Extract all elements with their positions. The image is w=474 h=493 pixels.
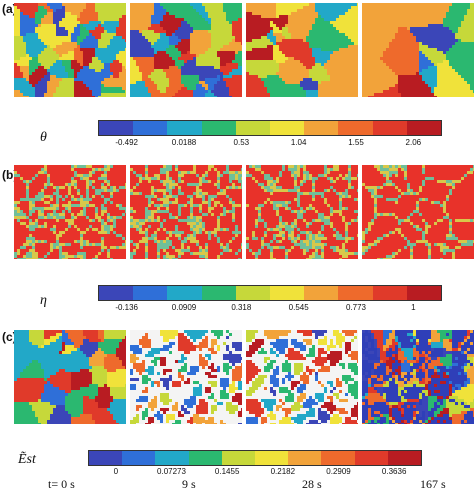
colorbar-tick-label: -0.492: [115, 138, 138, 147]
colorbar-swatch: [304, 121, 339, 135]
colorbar-swatch: [99, 121, 134, 135]
eta-map-t167: [362, 165, 474, 259]
time-label-3: 167 s: [420, 477, 446, 491]
colorbar-tick-label: 0.53: [233, 138, 250, 147]
eta-map-t0: [14, 165, 126, 259]
time-label-1: 9 s: [182, 477, 196, 491]
theta-map-t9: [130, 3, 242, 97]
colorbar-swatch: [372, 121, 407, 135]
colorbar-swatch: [99, 286, 134, 300]
colorbar-swatch: [338, 286, 373, 300]
colorbar-tick-label: -0.136: [115, 303, 138, 312]
colorbar-swatch: [201, 286, 236, 300]
theta-map-t167: [362, 3, 474, 97]
colorbar-tick-label: 0: [113, 467, 119, 476]
panel-label-b: (b): [2, 168, 18, 182]
colorbar-tick-label: 1.04: [290, 138, 307, 147]
colorbar-swatch: [235, 121, 271, 135]
panel-label-c: (c): [2, 330, 17, 344]
colorbar-swatch: [387, 451, 422, 465]
theta-symbol: θ: [40, 130, 47, 145]
theta-map-t0: [14, 3, 126, 97]
colorbar-tick-label: 2.06: [405, 138, 422, 147]
panel-label-a: (a): [2, 2, 17, 16]
colorbar-swatch: [167, 286, 202, 300]
theta-colorbar-ticks: -0.492 0.0188 0.53 1.04 1.55 2.06: [98, 138, 442, 150]
energy-map-t9: [130, 330, 242, 424]
colorbar-swatch: [304, 286, 339, 300]
energy-colorbar: [88, 450, 422, 466]
eta-colorbar: [98, 285, 442, 301]
colorbar-swatch: [372, 286, 407, 300]
colorbar-swatch: [270, 121, 305, 135]
time-label-0: t= 0 s: [48, 477, 75, 491]
colorbar-swatch: [133, 286, 168, 300]
theta-colorbar: [98, 120, 442, 136]
colorbar-tick-label: 0.0188: [171, 138, 197, 147]
colorbar-tick-label: 0.2909: [326, 467, 351, 476]
colorbar-tick-label: 0.773: [345, 303, 367, 312]
colorbar-swatch: [188, 451, 222, 465]
colorbar-tick-label: 0.545: [288, 303, 309, 312]
colorbar-swatch: [122, 451, 156, 465]
eta-map-t28: [246, 165, 358, 259]
colorbar-swatch: [406, 121, 442, 135]
eta-colorbar-ticks: -0.136 0.0909 0.318 0.545 0.773 1: [98, 303, 442, 315]
colorbar-swatch: [338, 121, 373, 135]
energy-map-t0: [14, 330, 126, 424]
eta-symbol: η: [40, 293, 47, 308]
colorbar-swatch: [270, 286, 305, 300]
eta-map-t9: [130, 165, 242, 259]
colorbar-swatch: [155, 451, 189, 465]
colorbar-tick-label: 1.55: [348, 138, 364, 147]
colorbar-tick-label: 0.2182: [270, 467, 296, 476]
energy-symbol: Ẽst: [18, 452, 36, 467]
colorbar-tick-label: 0.3636: [381, 467, 407, 476]
colorbar-swatch: [167, 121, 202, 135]
colorbar-tick-label: 0.07273: [157, 467, 186, 476]
colorbar-swatch: [235, 286, 271, 300]
colorbar-swatch: [255, 451, 289, 465]
colorbar-tick-label: 0.1455: [214, 467, 240, 476]
colorbar-swatch: [221, 451, 256, 465]
colorbar-swatch: [288, 451, 322, 465]
colorbar-swatch: [406, 286, 442, 300]
colorbar-tick-label: 0.318: [231, 303, 252, 312]
colorbar-swatch: [321, 451, 355, 465]
colorbar-swatch: [133, 121, 168, 135]
colorbar-tick-label: 0.0909: [171, 303, 197, 312]
colorbar-swatch: [89, 451, 123, 465]
theta-map-t28: [246, 3, 358, 97]
colorbar-swatch: [201, 121, 236, 135]
energy-map-t167: [362, 330, 474, 424]
energy-colorbar-ticks: 0 0.07273 0.1455 0.2182 0.2909 0.3636: [88, 467, 422, 479]
colorbar-tick-label: 1: [411, 303, 416, 312]
time-label-2: 28 s: [302, 477, 322, 491]
energy-map-t28: [246, 330, 358, 424]
colorbar-swatch: [354, 451, 388, 465]
